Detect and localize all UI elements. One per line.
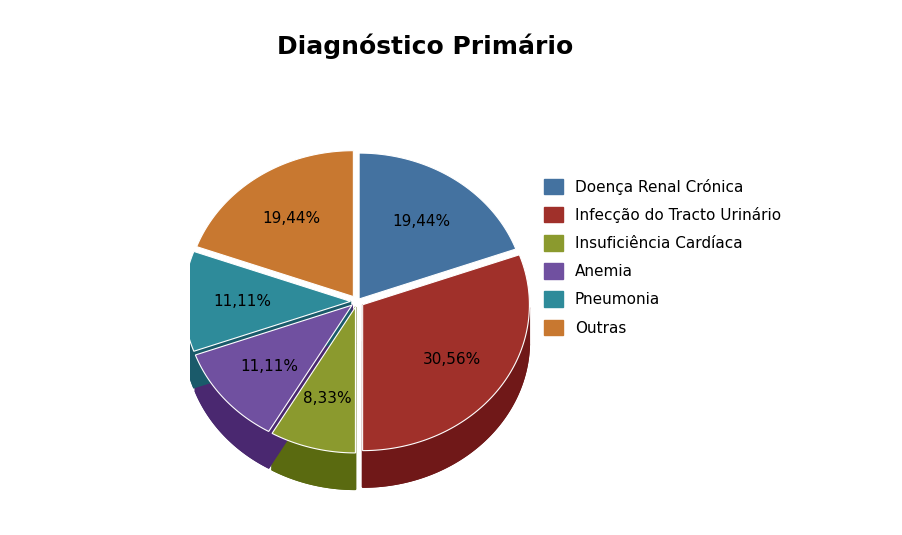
Text: 19,44%: 19,44% xyxy=(392,214,450,229)
Polygon shape xyxy=(363,308,529,487)
Polygon shape xyxy=(272,307,355,453)
Polygon shape xyxy=(196,305,352,392)
Polygon shape xyxy=(184,302,194,388)
Polygon shape xyxy=(359,153,516,299)
Polygon shape xyxy=(196,342,352,468)
Text: Diagnóstico Primário: Diagnóstico Primário xyxy=(277,33,573,58)
Text: 30,56%: 30,56% xyxy=(422,351,481,366)
Text: 11,11%: 11,11% xyxy=(240,358,298,373)
Polygon shape xyxy=(363,341,529,487)
Polygon shape xyxy=(196,305,352,431)
Polygon shape xyxy=(184,338,351,388)
Text: 11,11%: 11,11% xyxy=(213,294,272,309)
Polygon shape xyxy=(269,305,352,468)
Polygon shape xyxy=(272,433,355,490)
Polygon shape xyxy=(194,301,351,388)
Polygon shape xyxy=(184,251,351,351)
Polygon shape xyxy=(196,355,269,468)
Polygon shape xyxy=(197,151,354,296)
Text: 19,44%: 19,44% xyxy=(262,211,320,226)
Polygon shape xyxy=(272,307,355,470)
Text: 8,33%: 8,33% xyxy=(303,391,352,406)
Polygon shape xyxy=(272,343,355,490)
Legend: Doença Renal Crónica, Infecção do Tracto Urinário, Insuficiência Cardíaca, Anemi: Doença Renal Crónica, Infecção do Tracto… xyxy=(537,171,788,343)
Polygon shape xyxy=(363,255,529,450)
